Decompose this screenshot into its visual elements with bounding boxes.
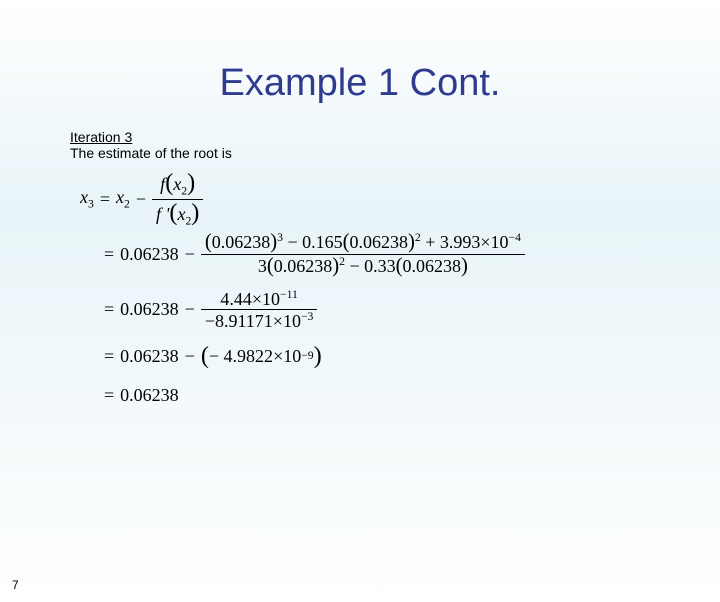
page-number: 7 bbox=[12, 578, 19, 592]
content-area: Iteration 3 The estimate of the root is … bbox=[70, 129, 720, 409]
math-line-3: = 0.06238 − 4.44×10−11 −8.91171×10−3 bbox=[104, 287, 720, 331]
estimate-text: The estimate of the root is bbox=[70, 145, 720, 161]
math-line-4: = 0.06238 − (− 4.9822×10−9) bbox=[104, 339, 720, 373]
math-block: x3 = x2 − f(x2) f '(x2) = 0.06238 − (0.0… bbox=[80, 177, 720, 409]
iteration-label: Iteration 3 bbox=[70, 129, 720, 145]
slide-title: Example 1 Cont. bbox=[0, 62, 720, 105]
math-line-5: = 0.06238 bbox=[104, 381, 720, 409]
math-line-2: = 0.06238 − (0.06238)3 − 0.165(0.06238)2… bbox=[104, 229, 720, 279]
math-line-1: x3 = x2 − f(x2) f '(x2) bbox=[80, 177, 720, 221]
